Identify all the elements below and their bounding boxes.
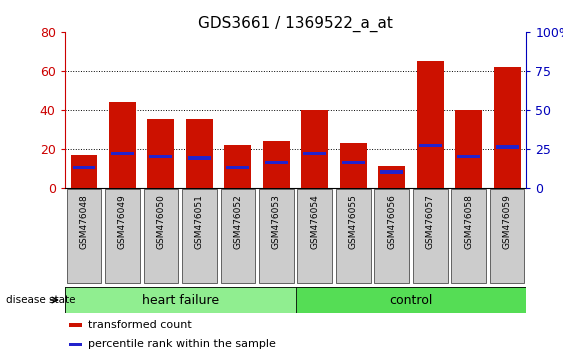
Bar: [297, 189, 332, 283]
Bar: [66, 189, 101, 283]
Bar: [150, 155, 172, 158]
Bar: [452, 189, 486, 283]
Bar: [374, 189, 409, 283]
Bar: [144, 189, 178, 283]
Bar: [182, 189, 217, 283]
Bar: [73, 166, 95, 169]
Bar: [417, 61, 444, 188]
Bar: [263, 141, 290, 188]
Text: control: control: [389, 293, 433, 307]
Bar: [457, 155, 480, 158]
Text: GSM476049: GSM476049: [118, 194, 127, 249]
Title: GDS3661 / 1369522_a_at: GDS3661 / 1369522_a_at: [198, 16, 393, 32]
Text: GSM476050: GSM476050: [157, 194, 166, 249]
Bar: [188, 156, 211, 160]
Bar: [225, 145, 251, 188]
Bar: [70, 154, 97, 188]
Bar: [342, 161, 365, 165]
Text: GSM476059: GSM476059: [503, 194, 512, 249]
Text: GSM476056: GSM476056: [387, 194, 396, 249]
Bar: [419, 144, 441, 147]
Text: GSM476057: GSM476057: [426, 194, 435, 249]
Bar: [494, 67, 521, 188]
Bar: [259, 189, 294, 283]
Bar: [148, 120, 175, 188]
Bar: [490, 189, 525, 283]
Bar: [296, 287, 526, 313]
Text: GSM476054: GSM476054: [310, 194, 319, 249]
Text: transformed count: transformed count: [88, 320, 191, 330]
Text: disease state: disease state: [6, 295, 75, 305]
Bar: [221, 189, 255, 283]
Text: percentile rank within the sample: percentile rank within the sample: [88, 339, 275, 349]
Bar: [186, 120, 213, 188]
Bar: [69, 323, 82, 326]
Text: GSM476048: GSM476048: [79, 194, 88, 249]
Bar: [111, 152, 134, 155]
Bar: [340, 143, 367, 188]
Bar: [301, 110, 328, 188]
Bar: [378, 166, 405, 188]
Bar: [336, 189, 370, 283]
Bar: [105, 189, 140, 283]
Bar: [226, 166, 249, 169]
Bar: [496, 145, 519, 149]
Bar: [381, 170, 403, 174]
Text: heart failure: heart failure: [142, 293, 218, 307]
Bar: [265, 161, 288, 165]
Bar: [65, 287, 296, 313]
Bar: [69, 343, 82, 346]
Text: GSM476058: GSM476058: [464, 194, 473, 249]
Text: GSM476055: GSM476055: [349, 194, 358, 249]
Bar: [303, 152, 326, 155]
Text: GSM476052: GSM476052: [234, 194, 242, 249]
Bar: [455, 110, 482, 188]
Text: GSM476053: GSM476053: [272, 194, 281, 249]
Bar: [109, 102, 136, 188]
Text: GSM476051: GSM476051: [195, 194, 204, 249]
Bar: [413, 189, 448, 283]
